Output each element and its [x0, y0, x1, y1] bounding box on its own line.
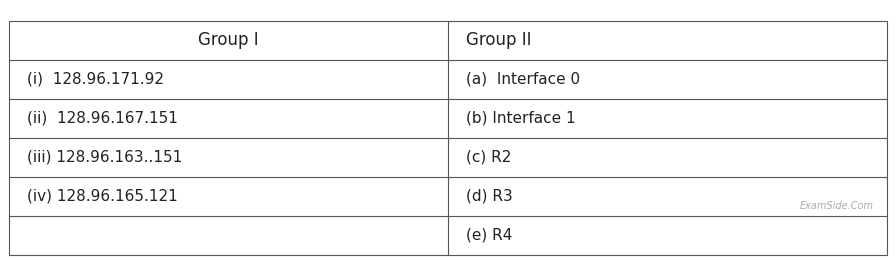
- Text: Group I: Group I: [198, 31, 259, 49]
- Text: (e) R4: (e) R4: [466, 228, 512, 243]
- Text: (d) R3: (d) R3: [466, 189, 513, 204]
- Text: (i)  128.96.171.92: (i) 128.96.171.92: [27, 72, 164, 87]
- Text: (iv) 128.96.165.121: (iv) 128.96.165.121: [27, 189, 177, 204]
- Text: (c) R2: (c) R2: [466, 150, 511, 165]
- Text: (b) Interface 1: (b) Interface 1: [466, 111, 575, 126]
- Text: ExamSide.Com: ExamSide.Com: [800, 201, 874, 211]
- Text: (ii)  128.96.167.151: (ii) 128.96.167.151: [27, 111, 177, 126]
- Text: Group II: Group II: [466, 31, 531, 49]
- Text: (a)  Interface 0: (a) Interface 0: [466, 72, 580, 87]
- Text: (iii) 128.96.163..151: (iii) 128.96.163..151: [27, 150, 182, 165]
